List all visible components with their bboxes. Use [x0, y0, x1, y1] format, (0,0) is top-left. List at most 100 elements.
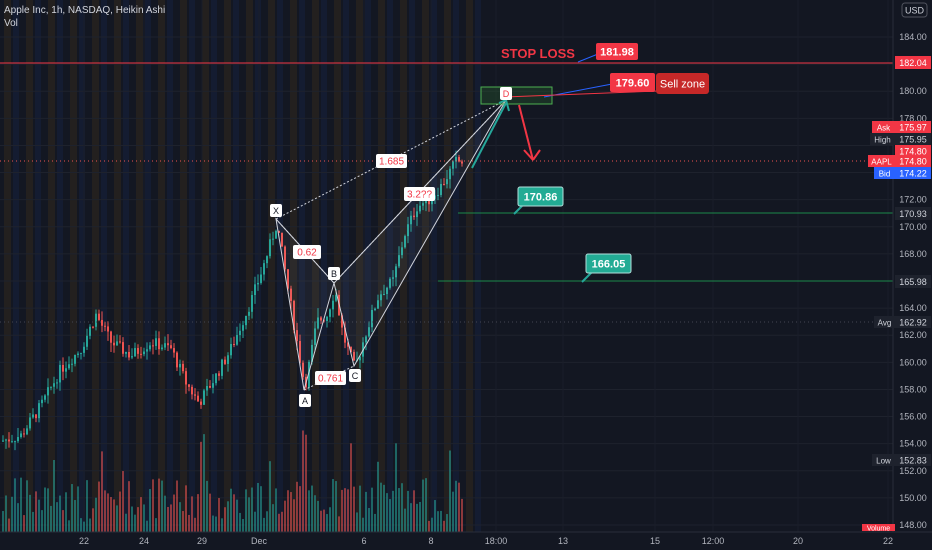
- candle-body: [170, 345, 172, 349]
- volume-bar: [107, 493, 109, 532]
- candle-body: [71, 363, 73, 365]
- callout-stop[interactable]: 181.98: [596, 43, 638, 60]
- candle-body: [341, 315, 343, 328]
- high-badge: High 175.95: [870, 133, 931, 145]
- svg-text:B: B: [331, 269, 337, 279]
- candle-body: [2, 440, 4, 442]
- candle-body: [257, 282, 259, 285]
- point-c-label[interactable]: C: [349, 369, 361, 382]
- target1-callout[interactable]: 170.86: [517, 186, 564, 207]
- time-axis[interactable]: 22 24 29 Dec 6 8 18:00 13 15 12:00 20 22: [0, 531, 932, 546]
- candle-body: [155, 338, 157, 346]
- volume-bar: [134, 514, 136, 532]
- session-band: [475, 0, 481, 532]
- volume-bar: [203, 434, 205, 532]
- volume-bar: [254, 511, 256, 532]
- price-tick-label: 180.00: [899, 86, 927, 96]
- candle-body: [452, 161, 454, 169]
- session-band: [268, 0, 275, 532]
- volume-legend[interactable]: Vol: [4, 18, 18, 29]
- volume-bar: [110, 497, 112, 532]
- ask-badge: Ask 175.97: [872, 121, 931, 133]
- session-band: [378, 0, 385, 532]
- svg-text:X: X: [273, 206, 279, 216]
- candle-body: [212, 383, 214, 388]
- candle-body: [215, 373, 217, 384]
- session-band: [4, 0, 11, 532]
- candle-body: [131, 356, 133, 358]
- candle-body: [302, 362, 304, 377]
- candle-body: [23, 433, 25, 435]
- volume-bar: [170, 504, 172, 532]
- chart-title[interactable]: Apple Inc, 1h, NASDAQ, Heikin Ashi: [4, 5, 165, 16]
- candle-body: [113, 342, 115, 346]
- volume-bar: [158, 478, 160, 532]
- sell-zone-callout[interactable]: Sell zone: [656, 73, 709, 94]
- volume-bar: [167, 506, 169, 532]
- ratio-bd-label[interactable]: 3.2??: [404, 187, 435, 201]
- ratio-xa-label[interactable]: 0.62: [293, 245, 321, 259]
- volume-bar: [293, 499, 295, 532]
- volume-bar: [53, 459, 55, 532]
- price-axis[interactable]: 184.00182.00180.00178.00176.00174.00172.…: [892, 0, 927, 532]
- candle-body: [164, 343, 166, 348]
- candle-body: [395, 266, 397, 278]
- volume-bar: [206, 480, 208, 532]
- point-x-label[interactable]: X: [270, 204, 282, 217]
- candle-body: [50, 386, 52, 388]
- point-b-label[interactable]: B: [328, 267, 340, 280]
- volume-bar: [173, 494, 175, 532]
- volume-bar: [200, 441, 202, 532]
- volume-bar: [281, 511, 283, 532]
- candle-body: [245, 315, 247, 326]
- ratio-xd-label[interactable]: 1.685: [376, 154, 407, 168]
- volume-bar: [434, 500, 436, 532]
- callout-entry[interactable]: 179.60: [610, 73, 655, 92]
- currency-button[interactable]: USD: [901, 2, 928, 18]
- volume-bar: [413, 490, 415, 532]
- volume-bar: [164, 495, 166, 532]
- candle-body: [98, 313, 100, 320]
- volume-bar: [383, 484, 385, 532]
- time-tick-label: 24: [139, 536, 149, 546]
- svg-text:179.60: 179.60: [616, 78, 650, 90]
- volume-bar: [227, 501, 229, 532]
- volume-bar: [458, 482, 460, 532]
- ratio-ac-label[interactable]: 0.761: [315, 371, 346, 385]
- candle-body: [47, 387, 49, 396]
- svg-text:AAPL: AAPL: [871, 158, 892, 167]
- volume-bar: [149, 489, 151, 532]
- volume-bar: [131, 506, 133, 532]
- candle-body: [191, 386, 193, 395]
- candle-body: [74, 354, 76, 364]
- price-tick-label: 160.00: [899, 357, 927, 367]
- candle-body: [269, 239, 271, 257]
- volume-bar: [119, 491, 121, 532]
- candle-body: [101, 319, 103, 326]
- svg-text:175.97: 175.97: [899, 123, 927, 133]
- session-band: [431, 0, 437, 532]
- price-tick-label: 154.00: [899, 439, 927, 449]
- volume-bar: [41, 510, 43, 532]
- candle-body: [449, 168, 451, 180]
- point-d-label[interactable]: D: [500, 87, 512, 100]
- volume-bar: [146, 520, 148, 532]
- volume-bar: [71, 484, 73, 532]
- volume-bar: [101, 451, 103, 532]
- candle-body: [11, 441, 13, 443]
- candle-body: [287, 269, 289, 289]
- volume-bar: [386, 493, 388, 532]
- svg-text:Ask: Ask: [877, 124, 891, 133]
- stop-loss-label[interactable]: STOP LOSS: [501, 46, 575, 61]
- point-a-label[interactable]: A: [299, 394, 311, 407]
- candle-body: [197, 395, 199, 402]
- candle-body: [92, 326, 94, 328]
- volume-bar: [215, 516, 217, 532]
- candle-body: [56, 382, 58, 384]
- candle-body: [38, 403, 40, 419]
- volume-bar: [83, 521, 85, 532]
- volume-bar: [218, 498, 220, 532]
- target2-callout[interactable]: 166.05: [585, 253, 632, 274]
